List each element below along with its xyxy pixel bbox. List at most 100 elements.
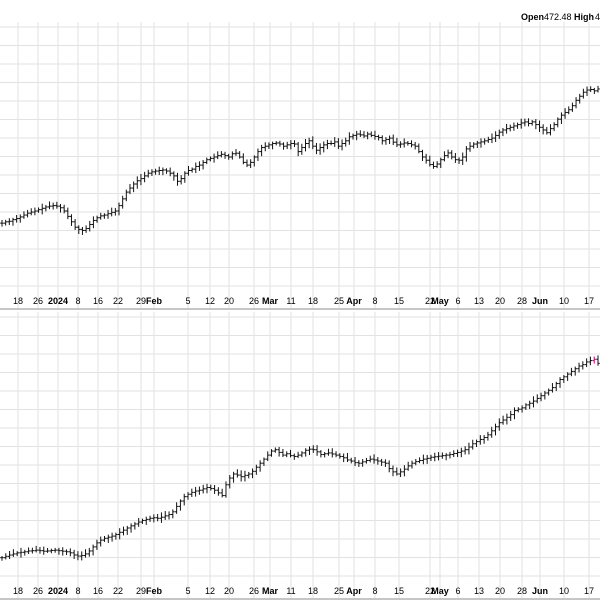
ohlc-bar <box>22 549 27 556</box>
ohlc-bar <box>106 209 110 219</box>
x-tick-label: 22 <box>425 296 435 306</box>
ohlc-bar <box>256 148 260 162</box>
ohlc-bar <box>274 141 279 146</box>
ohlc-bar <box>197 486 202 495</box>
ohlc-bar <box>66 207 70 220</box>
ohlc-bar <box>186 165 191 176</box>
ohlc-bar <box>376 457 380 465</box>
ohlc-bar <box>530 119 534 126</box>
ohlc-bar <box>365 131 370 140</box>
ohlc-bar <box>474 439 479 448</box>
ohlc-bar <box>250 468 255 479</box>
ohlc-bar <box>552 122 556 132</box>
ohlc-bar <box>349 457 354 464</box>
ohlc-bar <box>345 452 350 463</box>
ohlc-bar <box>486 136 491 143</box>
ohlc-bar <box>519 118 524 129</box>
ohlc-bar <box>270 141 275 150</box>
ohlc-bar <box>102 213 107 219</box>
ohlc-bar <box>565 372 570 381</box>
ohlc-bar <box>581 88 586 99</box>
x-tick-label: May <box>431 586 449 596</box>
ohlc-bar <box>98 212 103 220</box>
ohlc-bar <box>125 525 130 535</box>
ohlc-bar <box>157 166 162 176</box>
ohlc-bar <box>467 442 471 455</box>
ohlc-bar <box>182 493 187 506</box>
ohlc-bar <box>515 122 520 129</box>
ohlc-bar <box>325 139 330 150</box>
ohlc-bar <box>550 383 555 393</box>
ohlc-bar <box>402 465 407 477</box>
ohlc-bar <box>18 214 23 223</box>
open-label: Open <box>521 12 544 22</box>
ohlc-bar <box>543 390 547 400</box>
ohlc-bar <box>190 488 194 497</box>
ohlc-bar <box>380 135 385 145</box>
x-tick-label: 18 <box>308 586 318 596</box>
x-tick-label: 15 <box>394 586 404 596</box>
x-tick-label: 12 <box>205 296 215 306</box>
ohlc-bar <box>73 219 77 230</box>
x-tick-label: 18 <box>13 586 23 596</box>
ohlc-bar <box>87 547 92 557</box>
x-tick-label: 15 <box>394 296 404 306</box>
ohlc-bar <box>584 358 589 368</box>
ohlc-bar <box>395 467 399 476</box>
ohlc-bar <box>585 86 589 96</box>
ohlc-bar <box>163 511 168 520</box>
ohlc-bar <box>174 502 179 514</box>
ohlc-bar <box>391 465 395 477</box>
ohlc-bar <box>535 394 540 404</box>
ohlc-bar <box>227 475 232 489</box>
ohlc-bar <box>318 143 322 155</box>
ohlc-bar <box>216 487 221 496</box>
ohlc-bar <box>208 156 213 162</box>
ohlc-bar <box>220 488 224 498</box>
ohlc-bar <box>351 133 355 140</box>
x-tick-label: 5 <box>185 586 190 596</box>
ohlc-bar <box>471 142 476 149</box>
high-label: High <box>574 12 594 22</box>
ohlc-bar <box>148 515 152 522</box>
ohlc-bar <box>40 203 45 215</box>
ohlc-bar <box>288 449 293 458</box>
ohlc-bar <box>175 172 180 186</box>
x-tick-label: 20 <box>495 586 505 596</box>
ohlc-bar <box>358 130 363 137</box>
x-tick-label: Jun <box>532 296 548 306</box>
ohlc-bar <box>574 97 578 109</box>
ohlc-bar <box>79 551 84 561</box>
ohlc-bar <box>215 151 220 160</box>
ohlc-bar <box>436 452 441 461</box>
x-tick-label: 25 <box>334 296 344 306</box>
ohlc-bar <box>592 87 597 95</box>
ohlc-bar <box>292 140 297 148</box>
ohlc-bar <box>383 459 388 467</box>
ohlc-bar <box>219 151 224 158</box>
ohlc-bar <box>197 161 202 171</box>
ohlc-bar <box>424 153 428 164</box>
ohlc-bar <box>531 396 536 408</box>
ohlc-bar <box>420 149 425 162</box>
ohlc-bar <box>146 169 151 178</box>
ohlc-bar <box>230 151 235 160</box>
ohlc-bar <box>120 195 125 209</box>
ohlc-bar <box>398 141 403 148</box>
ohlc-bar <box>201 484 205 494</box>
ohlc-bar <box>300 143 304 155</box>
ohlc-bar <box>110 532 114 542</box>
ohlc-bar <box>534 119 538 130</box>
ohlc-bar <box>451 450 456 458</box>
ohlc-bar <box>0 219 4 227</box>
ohlc-bar <box>369 131 374 138</box>
x-tick-label: 13 <box>474 586 484 596</box>
ohlc-bar <box>384 137 388 145</box>
ohlc-bar <box>479 138 483 148</box>
ohlc-bar <box>269 449 274 457</box>
ohlc-bar <box>357 460 361 467</box>
ohlc-bar <box>51 202 55 210</box>
ohlc-bar <box>144 516 149 525</box>
ohlc-bar <box>300 451 304 458</box>
ohlc-bar <box>307 137 311 149</box>
